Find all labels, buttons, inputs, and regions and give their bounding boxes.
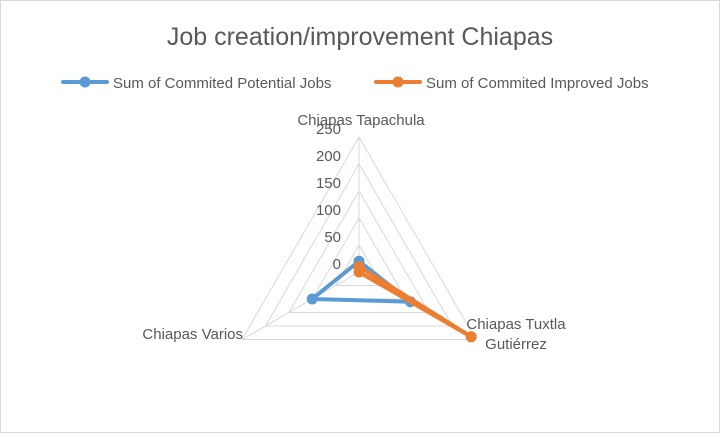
data-point-chiapas-varios: [306, 293, 318, 305]
grid-ring-4: [264, 162, 454, 327]
radial-tick-label: 100: [316, 202, 341, 219]
legend: Sum of Commited Potential Jobs Sum of Com…: [61, 75, 649, 92]
legend-item-2: Sum of Commited Improved Jobs: [374, 75, 649, 92]
grid-ring-1: [334, 244, 384, 286]
grid-ring-3: [288, 189, 430, 313]
radial-tick-label: 50: [324, 229, 341, 246]
legend-swatch-marker: [392, 76, 404, 88]
legend-item-1: Sum of Commited Potential Jobs: [61, 75, 331, 92]
category-label-line: Chiapas Tapachula: [297, 112, 425, 129]
category-label-line: Chiapas Tuxtla: [466, 316, 566, 333]
series-group: [306, 255, 477, 343]
legend-swatch-marker: [79, 76, 91, 88]
radial-tick-labels: 0 50 100 150 200 250: [316, 121, 341, 273]
category-label-chiapas-varios: Chiapas Varios: [142, 326, 243, 343]
data-point-chiapas-varios: [353, 266, 365, 278]
category-label-line: Chiapas Varios: [142, 326, 243, 343]
radial-tick-label: 150: [316, 175, 341, 192]
chart-title: Job creation/improvement Chiapas: [167, 23, 553, 51]
category-label-line: Gutiérrez: [485, 336, 547, 353]
data-point-chiapas-tuxtla-gutierrez: [465, 331, 477, 343]
category-label-chiapas-tapachula: Chiapas Tapachula: [297, 112, 425, 129]
radar-grid: [241, 135, 477, 340]
category-label-chiapas-tuxtla-gutierrez: Chiapas Tuxtla Gutiérrez: [466, 316, 566, 353]
legend-label: Sum of Commited Potential Jobs: [113, 75, 331, 92]
radial-tick-label: 0: [333, 256, 341, 273]
legend-label: Sum of Commited Improved Jobs: [426, 75, 649, 92]
radial-tick-label: 250: [316, 121, 341, 138]
grid-ring-5: [241, 135, 477, 340]
radial-tick-label: 200: [316, 148, 341, 165]
category-labels: Chiapas Tapachula Chiapas Tuxtla Gutiérrez…: [142, 112, 566, 353]
series-2: [353, 261, 477, 343]
grid-spoke-3: [241, 271, 360, 340]
